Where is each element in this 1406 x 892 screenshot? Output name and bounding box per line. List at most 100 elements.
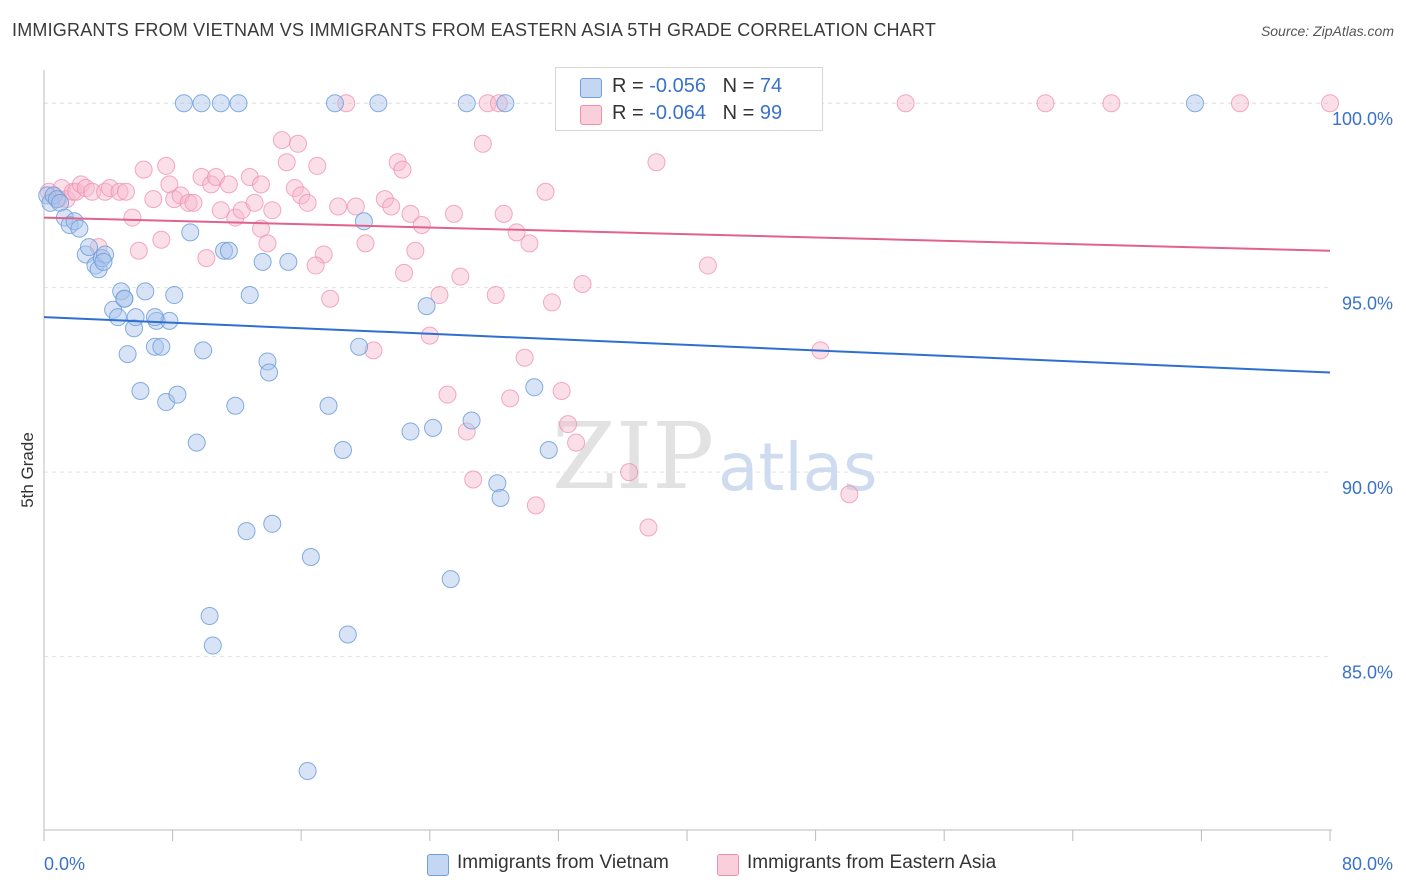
bottom-legend-label-vietnam: Immigrants from Vietnam bbox=[457, 852, 669, 873]
data-point-eastern-asia bbox=[494, 204, 513, 223]
data-point-eastern-asia bbox=[507, 223, 526, 242]
legend-n-value-eastern-asia: 99 bbox=[759, 102, 783, 124]
data-point-eastern-asia bbox=[840, 485, 859, 504]
bottom-legend: Immigrants from Vietnam Immigrants from … bbox=[0, 852, 1406, 878]
bottom-legend-label-eastern-asia: Immigrants from Eastern Asia bbox=[747, 852, 997, 873]
data-point-eastern-asia bbox=[192, 167, 211, 186]
data-point-vietnam bbox=[240, 286, 259, 305]
data-point-eastern-asia bbox=[412, 215, 431, 234]
data-point-vietnam bbox=[60, 215, 79, 234]
data-point-vietnam bbox=[319, 396, 338, 415]
legend-n-value-vietnam: 74 bbox=[759, 75, 783, 97]
data-point-vietnam bbox=[44, 186, 63, 205]
data-point-vietnam bbox=[417, 297, 436, 316]
data-point-vietnam bbox=[194, 341, 213, 360]
watermark-atlas: atlas bbox=[718, 429, 878, 506]
data-point-vietnam bbox=[457, 94, 476, 113]
data-point-eastern-asia bbox=[520, 234, 539, 253]
data-point-vietnam bbox=[496, 94, 515, 113]
data-point-eastern-asia bbox=[123, 208, 142, 227]
data-point-eastern-asia bbox=[219, 175, 238, 194]
data-point-eastern-asia bbox=[406, 241, 425, 260]
data-point-eastern-asia bbox=[116, 182, 135, 201]
legend-text-eastern-asia: R = -0.064 N = 99 bbox=[612, 102, 783, 124]
trend-lines bbox=[43, 216, 1331, 374]
data-point-vietnam bbox=[1185, 94, 1204, 113]
data-point-eastern-asia bbox=[451, 267, 470, 286]
data-point-eastern-asia bbox=[430, 286, 449, 305]
data-point-eastern-asia bbox=[306, 256, 325, 275]
tick-labels: 100.0% 95.0% 90.0% 85.0% 0.0% 80.0% bbox=[44, 109, 1393, 874]
data-point-eastern-asia bbox=[486, 286, 505, 305]
data-point-eastern-asia bbox=[288, 134, 307, 153]
data-point-vietnam bbox=[219, 241, 238, 260]
x-tick-label: 80.0% bbox=[1342, 854, 1393, 874]
data-point-vietnam bbox=[401, 422, 420, 441]
data-point-eastern-asia bbox=[240, 167, 259, 186]
data-point-vietnam bbox=[253, 252, 272, 271]
data-point-eastern-asia bbox=[292, 186, 311, 205]
chart-title: IMMIGRANTS FROM VIETNAM VS IMMIGRANTS FR… bbox=[12, 20, 937, 40]
data-point-vietnam bbox=[354, 212, 373, 231]
data-point-eastern-asia bbox=[308, 156, 327, 175]
data-point-vietnam bbox=[145, 337, 164, 356]
data-point-eastern-asia bbox=[160, 175, 179, 194]
data-point-eastern-asia bbox=[258, 234, 277, 253]
data-point-eastern-asia bbox=[1102, 94, 1121, 113]
y-tick-label: 95.0% bbox=[1342, 294, 1393, 314]
data-point-vietnam bbox=[118, 345, 137, 364]
data-point-eastern-asia bbox=[134, 160, 153, 179]
data-point-eastern-asia bbox=[245, 193, 264, 212]
data-point-vietnam bbox=[94, 252, 113, 271]
data-point-eastern-asia bbox=[157, 156, 176, 175]
data-point-eastern-asia bbox=[321, 289, 340, 308]
legend-r-value-eastern-asia: -0.064 bbox=[649, 102, 706, 124]
data-point-eastern-asia bbox=[552, 381, 571, 400]
data-point-vietnam bbox=[424, 418, 443, 437]
data-point-eastern-asia bbox=[346, 197, 365, 216]
bottom-legend-swatch-vietnam bbox=[427, 854, 449, 876]
data-point-vietnam bbox=[160, 311, 179, 330]
data-point-vietnam bbox=[539, 441, 558, 459]
data-point-eastern-asia bbox=[375, 190, 394, 209]
watermark-zip: ZIP bbox=[552, 403, 714, 510]
data-point-eastern-asia bbox=[277, 153, 296, 172]
data-point-vietnam bbox=[338, 625, 357, 644]
data-point-vietnam bbox=[181, 223, 200, 242]
data-point-eastern-asia bbox=[559, 415, 578, 434]
data-point-vietnam bbox=[96, 245, 115, 264]
data-point-vietnam bbox=[369, 94, 388, 113]
data-point-eastern-asia bbox=[393, 160, 412, 179]
data-point-eastern-asia bbox=[1321, 94, 1339, 113]
data-point-vietnam bbox=[187, 433, 206, 452]
legend-swatch-eastern-asia bbox=[580, 105, 602, 125]
data-point-eastern-asia bbox=[620, 463, 639, 482]
data-point-eastern-asia bbox=[179, 193, 198, 212]
data-point-vietnam bbox=[462, 411, 481, 430]
x-tick-label: 0.0% bbox=[44, 854, 85, 874]
data-point-vietnam bbox=[200, 607, 219, 626]
data-point-vietnam bbox=[192, 94, 211, 113]
data-point-vietnam bbox=[136, 282, 155, 301]
data-point-vietnam bbox=[47, 190, 66, 209]
y-tick-label: 85.0% bbox=[1342, 663, 1393, 683]
data-point-eastern-asia bbox=[152, 230, 171, 249]
data-point-vietnam bbox=[215, 241, 234, 260]
data-point-eastern-asia bbox=[438, 385, 457, 404]
data-point-eastern-asia bbox=[1036, 94, 1055, 113]
data-point-eastern-asia bbox=[263, 201, 282, 220]
data-point-eastern-asia bbox=[395, 263, 414, 282]
legend-r-value-vietnam: -0.056 bbox=[649, 75, 706, 97]
data-point-vietnam bbox=[168, 385, 187, 404]
data-point-vietnam bbox=[301, 547, 320, 566]
data-point-vietnam bbox=[350, 337, 369, 356]
data-point-vietnam bbox=[279, 252, 298, 271]
data-point-eastern-asia bbox=[464, 470, 483, 489]
data-point-vietnam bbox=[126, 308, 145, 327]
data-point-vietnam bbox=[333, 441, 352, 459]
data-point-vietnam bbox=[229, 94, 248, 113]
legend-text-vietnam: R = -0.056 N = 74 bbox=[612, 75, 783, 97]
data-point-vietnam bbox=[174, 94, 193, 113]
data-point-eastern-asia bbox=[184, 193, 203, 212]
